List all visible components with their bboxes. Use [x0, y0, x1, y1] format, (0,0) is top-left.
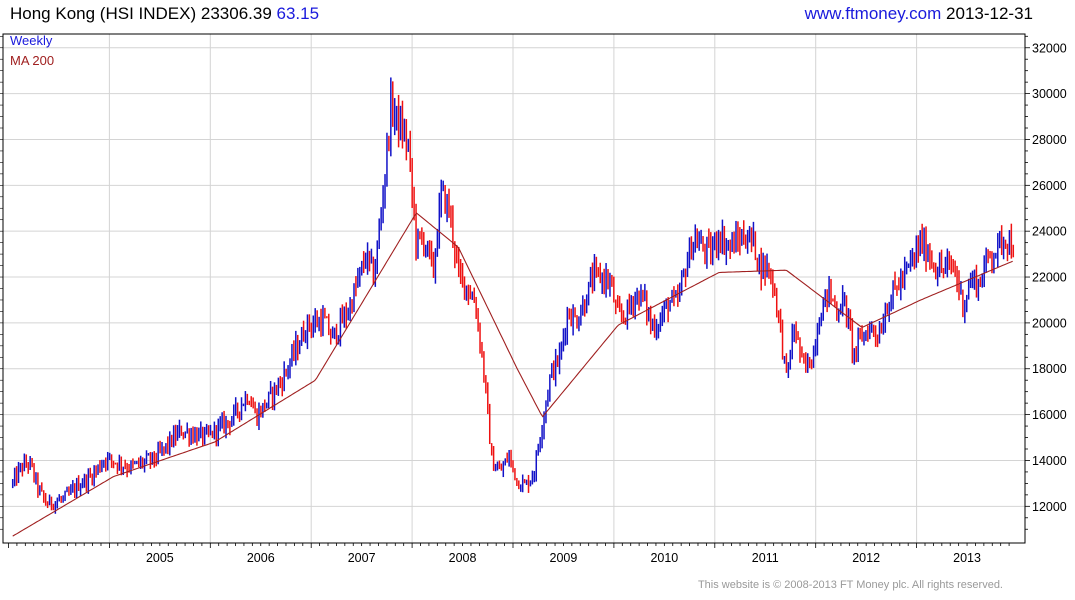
y-tick-label: 32000	[1032, 41, 1067, 55]
y-tick-label: 22000	[1032, 271, 1067, 285]
chart-title: Hong Kong (HSI INDEX) 23306.39 63.15	[10, 4, 319, 24]
y-tick-label: 18000	[1032, 362, 1067, 376]
x-tick-label: 2013	[953, 551, 981, 565]
copyright-footer: This website is © 2008-2013 FT Money plc…	[697, 579, 1003, 591]
price-change: 63.15	[276, 4, 320, 23]
last-price: 23306.39	[200, 4, 272, 23]
x-tick-label: 2012	[852, 551, 880, 565]
index-name: Hong Kong (HSI INDEX)	[10, 4, 197, 23]
y-tick-label: 26000	[1032, 179, 1067, 193]
x-tick-label: 2006	[247, 551, 275, 565]
plot-frame	[2, 33, 1026, 544]
y-tick-label: 14000	[1032, 454, 1067, 468]
legend-weekly: Weekly	[10, 33, 53, 48]
y-tick-label: 28000	[1032, 133, 1067, 147]
x-tick-label: 2010	[650, 551, 678, 565]
y-tick-label: 30000	[1032, 87, 1067, 101]
x-tick-label: 2007	[348, 551, 376, 565]
legend-ma200: MA 200	[10, 53, 54, 68]
x-tick-label: 2005	[146, 551, 174, 565]
plot-area	[3, 34, 1025, 543]
x-tick-label: 2009	[550, 551, 578, 565]
gridlines	[3, 34, 1025, 543]
chart-date: 2013-12-31	[946, 4, 1033, 23]
y-tick-label: 12000	[1032, 500, 1067, 514]
site-link[interactable]: www.ftmoney.com	[804, 4, 942, 23]
ma200-line	[12, 212, 1013, 537]
x-tick-label: 2008	[449, 551, 477, 565]
y-tick-label: 24000	[1032, 225, 1067, 239]
weekly-bars	[11, 77, 1015, 514]
x-tick-label: 2011	[752, 551, 779, 565]
y-tick-label: 16000	[1032, 408, 1067, 422]
chart-header-right: www.ftmoney.com 2013-12-31	[805, 4, 1033, 24]
y-tick-label: 20000	[1032, 316, 1067, 330]
